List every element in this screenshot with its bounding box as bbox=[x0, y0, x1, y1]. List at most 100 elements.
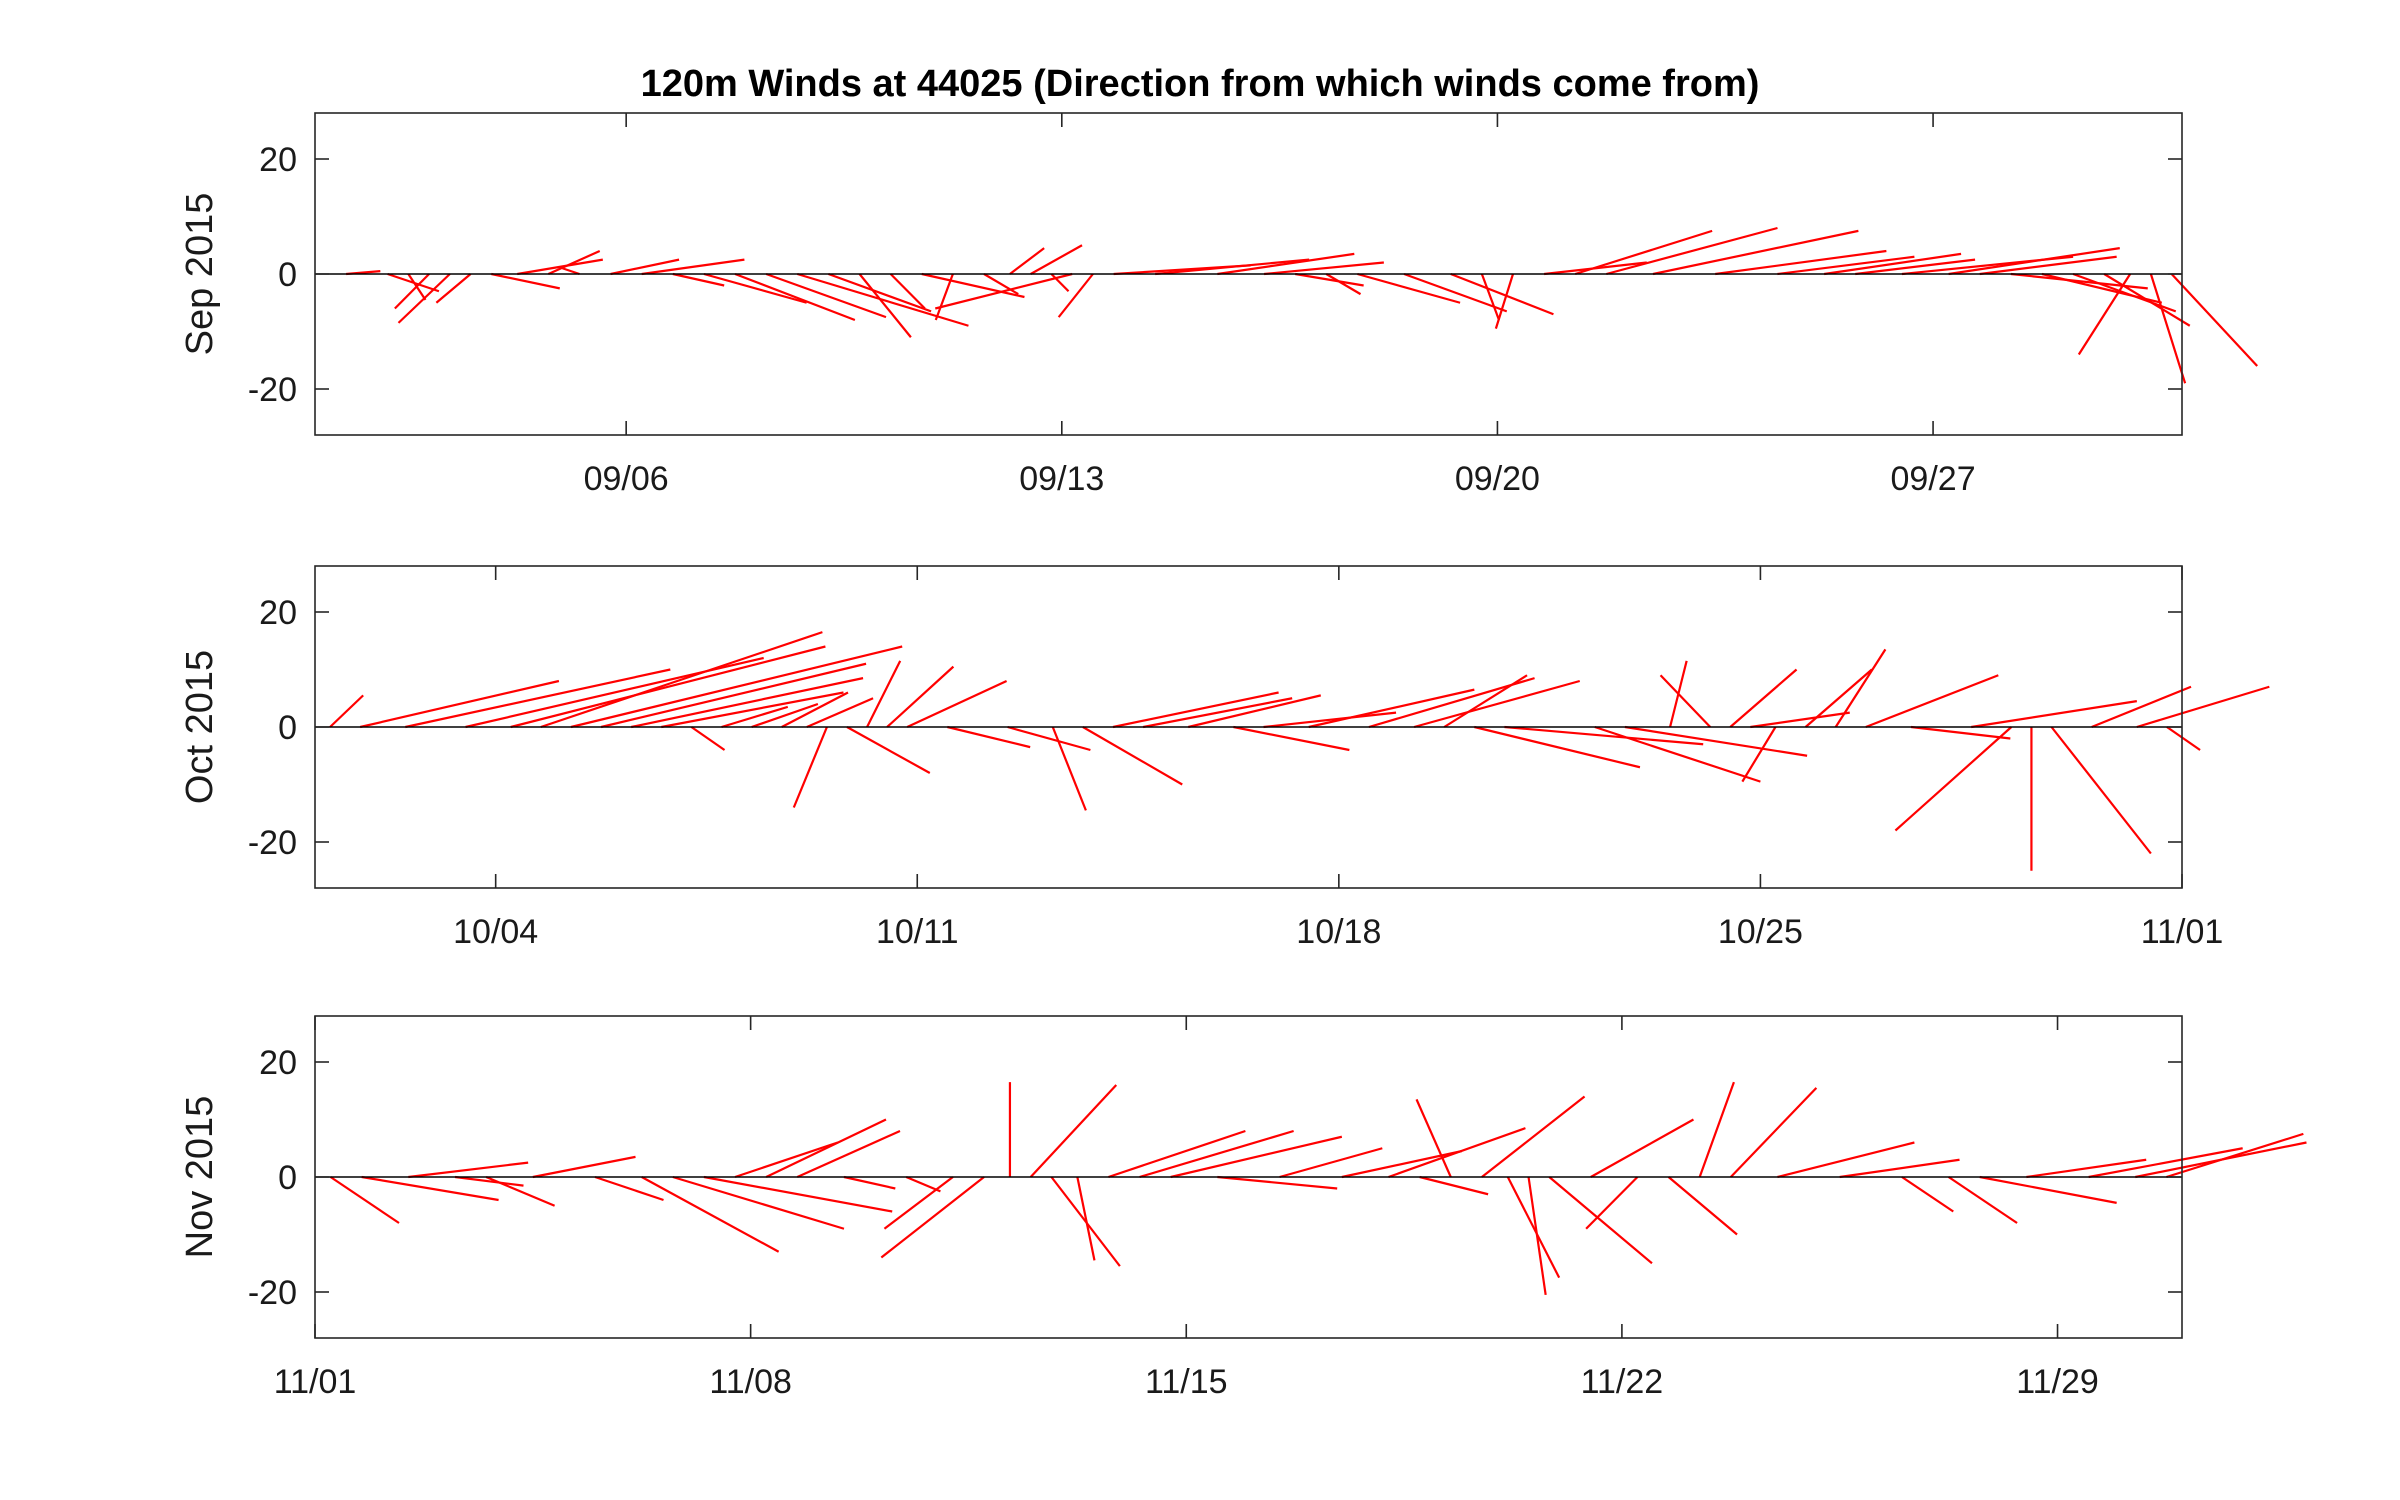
wind-stick bbox=[1901, 1176, 1954, 1213]
wind-stick bbox=[1548, 1176, 1653, 1265]
x-tick-label: 11/01 bbox=[2141, 913, 2224, 951]
wind-stick bbox=[1170, 1135, 1343, 1179]
wind-stick bbox=[405, 668, 671, 729]
wind-stick bbox=[828, 272, 932, 313]
wind-stick bbox=[547, 249, 601, 276]
wind-stick bbox=[947, 725, 1031, 749]
wind-stick bbox=[1279, 1147, 1383, 1179]
y-tick-label: 0 bbox=[278, 1159, 297, 1197]
wind-stick bbox=[2103, 273, 2191, 327]
wind-stick bbox=[1233, 725, 1350, 752]
y-tick-label: -20 bbox=[248, 1274, 297, 1312]
wind-stick bbox=[690, 726, 726, 751]
wind-stick bbox=[359, 679, 560, 729]
wind-stick bbox=[983, 273, 1019, 296]
x-tick-label: 09/06 bbox=[584, 460, 669, 498]
y-axis-label: Sep 2015 bbox=[179, 193, 221, 356]
wind-stick bbox=[532, 1155, 636, 1179]
wind-stick bbox=[672, 1175, 845, 1230]
wind-stick bbox=[2088, 1147, 2243, 1179]
wind-stick bbox=[1865, 674, 1999, 729]
wind-stick bbox=[734, 1141, 839, 1179]
wind-stick bbox=[1667, 1176, 1738, 1236]
wind-stick bbox=[454, 1175, 524, 1187]
wind-stick bbox=[397, 273, 451, 324]
wind-stick bbox=[672, 272, 725, 287]
wind-stick bbox=[1050, 273, 1070, 293]
wind-stick bbox=[734, 272, 856, 322]
wind-stick bbox=[1910, 725, 2011, 740]
wind-stick bbox=[1971, 700, 2138, 729]
wind-stick bbox=[921, 272, 1025, 299]
wind-stick bbox=[1082, 726, 1183, 786]
wind-stick bbox=[1855, 258, 1976, 276]
wind-stick bbox=[1139, 1129, 1294, 1179]
wind-stick bbox=[1009, 247, 1045, 275]
wind-stick bbox=[1112, 691, 1279, 729]
wind-stick bbox=[1217, 1175, 1338, 1190]
wind-stick bbox=[2149, 273, 2187, 384]
wind-stick bbox=[1979, 1175, 2117, 1204]
wind-stick bbox=[846, 726, 931, 774]
wind-stick bbox=[2166, 1132, 2304, 1179]
wind-stick bbox=[1108, 1129, 1246, 1179]
wind-stick bbox=[765, 272, 887, 319]
wind-stick bbox=[2050, 726, 2152, 855]
wind-stick bbox=[905, 1175, 941, 1193]
wind-sticks bbox=[329, 631, 2270, 871]
wind-stick bbox=[1494, 273, 1515, 329]
wind-stick bbox=[1029, 1084, 1118, 1178]
wind-stick bbox=[1263, 711, 1397, 729]
panel-2: 20 0 -20 10/04 10/11 10/18 10/25 11/01 Oct 2015 bbox=[179, 565, 2270, 951]
wind-stick bbox=[394, 273, 430, 310]
wind-stick bbox=[329, 1176, 400, 1224]
wind-stick bbox=[1415, 1098, 1452, 1178]
wind-stick bbox=[889, 273, 926, 310]
wind-stick bbox=[641, 1176, 780, 1253]
wind-stick bbox=[796, 1129, 901, 1179]
wind-sticks bbox=[329, 1081, 2307, 1296]
wind-stick bbox=[329, 694, 364, 728]
wind-stick bbox=[1948, 247, 2120, 276]
wind-stick bbox=[1480, 273, 1501, 321]
wind-sticks bbox=[346, 226, 2259, 384]
wind-stick bbox=[880, 1176, 985, 1259]
wind-stick bbox=[2072, 272, 2177, 313]
wind-stick bbox=[765, 1118, 887, 1178]
wind-stick bbox=[540, 631, 823, 729]
wind-stick bbox=[1263, 261, 1384, 276]
x-tick-label: 11/01 bbox=[274, 1363, 357, 1401]
x-tick-label: 11/08 bbox=[709, 1363, 792, 1401]
wind-stick bbox=[1142, 697, 1293, 729]
x-tick-label: 10/11 bbox=[876, 913, 959, 951]
wind-stick bbox=[2077, 273, 2132, 356]
wind-stick bbox=[796, 272, 969, 327]
wind-stick bbox=[610, 258, 680, 276]
wind-stick bbox=[906, 680, 1008, 728]
wind-stick bbox=[570, 645, 903, 729]
wind-stick bbox=[1652, 229, 1859, 276]
wind-stick bbox=[1590, 1118, 1695, 1178]
wind-stick bbox=[1585, 1176, 1639, 1230]
wind-stick bbox=[1698, 1081, 1735, 1178]
wind-stick bbox=[1308, 688, 1475, 729]
wind-stick bbox=[1804, 668, 1873, 728]
wind-stick bbox=[806, 697, 874, 729]
y-tick-label: -20 bbox=[248, 824, 297, 862]
wind-stick bbox=[2170, 273, 2259, 367]
wind-stick bbox=[1979, 255, 2117, 276]
y-tick-label: 0 bbox=[278, 709, 297, 747]
x-tick-label: 10/25 bbox=[1718, 913, 1803, 951]
wind-stick bbox=[1659, 674, 1712, 728]
wind-stick bbox=[721, 705, 789, 729]
x-tick-label: 09/13 bbox=[1019, 460, 1104, 498]
wind-stick bbox=[1007, 725, 1091, 752]
panel-3: 20 0 -20 11/01 11/08 11/15 11/22 11/29 Nov 2015 bbox=[179, 1015, 2307, 1401]
wind-stick bbox=[2026, 1158, 2147, 1179]
wind-stick bbox=[1388, 1127, 1526, 1179]
wind-stick bbox=[510, 645, 826, 729]
wind-stick bbox=[1357, 272, 1461, 304]
wind-stick bbox=[630, 677, 864, 729]
wind-stick bbox=[1750, 711, 1850, 729]
